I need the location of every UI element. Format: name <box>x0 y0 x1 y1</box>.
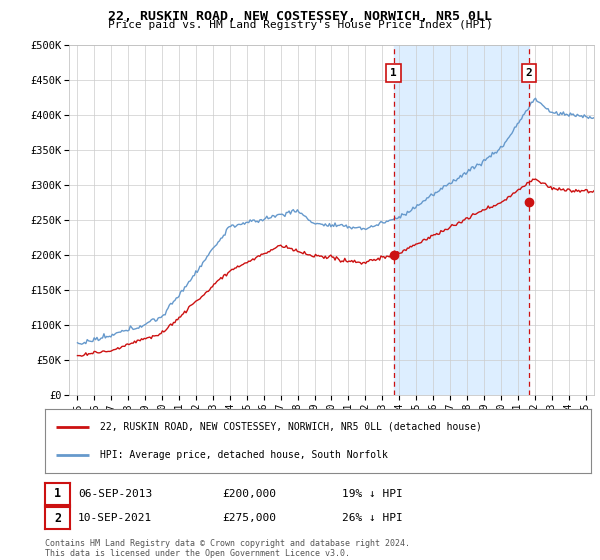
Text: 1: 1 <box>54 487 61 501</box>
Text: 10-SEP-2021: 10-SEP-2021 <box>78 513 152 523</box>
Text: Price paid vs. HM Land Registry's House Price Index (HPI): Price paid vs. HM Land Registry's House … <box>107 20 493 30</box>
Text: 26% ↓ HPI: 26% ↓ HPI <box>342 513 403 523</box>
Bar <box>394 45 529 395</box>
Text: HPI: Average price, detached house, South Norfolk: HPI: Average price, detached house, Sout… <box>100 450 388 460</box>
Text: 2: 2 <box>54 511 61 525</box>
Text: 22, RUSKIN ROAD, NEW COSTESSEY, NORWICH, NR5 0LL (detached house): 22, RUSKIN ROAD, NEW COSTESSEY, NORWICH,… <box>100 422 481 432</box>
Text: Contains HM Land Registry data © Crown copyright and database right 2024.
This d: Contains HM Land Registry data © Crown c… <box>45 539 410 558</box>
Text: 1: 1 <box>390 68 397 78</box>
Text: 06-SEP-2013: 06-SEP-2013 <box>78 489 152 499</box>
Text: 22, RUSKIN ROAD, NEW COSTESSEY, NORWICH, NR5 0LL: 22, RUSKIN ROAD, NEW COSTESSEY, NORWICH,… <box>108 10 492 23</box>
Text: £275,000: £275,000 <box>222 513 276 523</box>
Text: 2: 2 <box>526 68 533 78</box>
Text: £200,000: £200,000 <box>222 489 276 499</box>
Text: 19% ↓ HPI: 19% ↓ HPI <box>342 489 403 499</box>
